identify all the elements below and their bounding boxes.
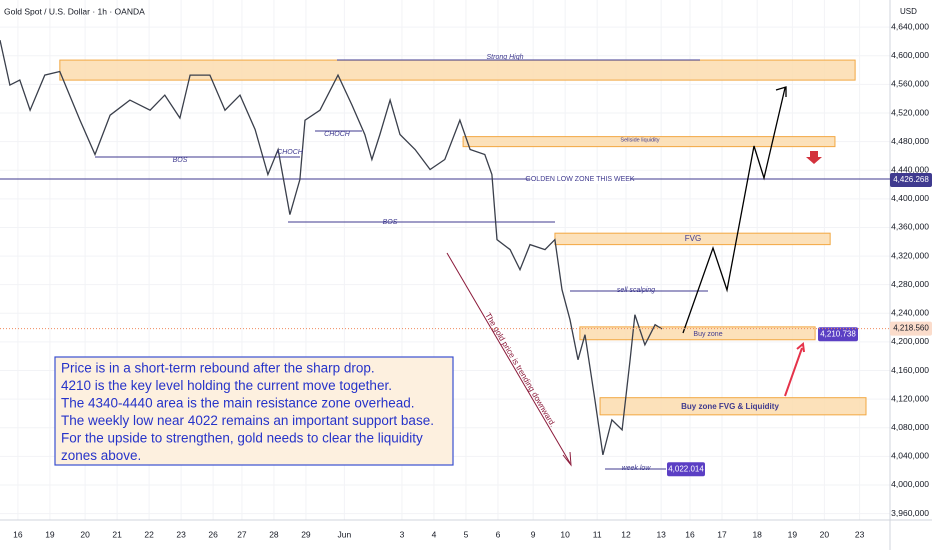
zone: [579, 326, 816, 341]
x-tick-label: 5: [464, 529, 469, 539]
series: [0, 39, 663, 456]
y-tick-label: 4,160,000: [891, 365, 929, 375]
annotation: CHOCH: [324, 131, 351, 138]
note-line: The 4340-4440 area is the main resistanc…: [61, 396, 414, 411]
zones: [59, 59, 867, 416]
red-arrow-down: [806, 151, 822, 164]
y-tick-label: 4,280,000: [891, 279, 929, 289]
note-box: [54, 356, 454, 466]
x-tick-label: 27: [237, 529, 247, 539]
projection-path: [682, 86, 787, 334]
note-line: For the upside to strengthen, gold needs…: [61, 431, 423, 446]
note: Price is in a short-term rebound after t…: [61, 361, 434, 464]
x-tick-label: 4: [432, 529, 437, 539]
y-tick-label: 4,400,000: [891, 193, 929, 203]
y-tick-label: 4,440,000: [891, 164, 929, 174]
price-tag: [890, 321, 932, 336]
trend-arrow-head: [562, 451, 572, 467]
note-line: zones above.: [61, 448, 141, 463]
x-tick-label: 19: [45, 529, 55, 539]
y-tick-label: 3,960,000: [891, 508, 929, 518]
y-tick-label: 4,360,000: [891, 222, 929, 232]
x-tick-label: 11: [593, 529, 602, 539]
annotation: BOS: [383, 219, 398, 226]
x-tick-label: 17: [717, 529, 727, 539]
annotation: BOS: [173, 157, 188, 164]
x-tick-label: 16: [685, 529, 695, 539]
x-tick-label: 23: [176, 529, 186, 539]
annotation: Sellside liquidity: [620, 137, 659, 143]
y-tick-label: 4,320,000: [891, 250, 929, 260]
x-tick-label: 28: [269, 529, 279, 539]
note-line: The weekly low near 4022 remains an impo…: [61, 413, 434, 428]
red-arrow: [784, 342, 805, 397]
x-tick-label: 19: [788, 529, 798, 539]
y-tick-label: 4,520,000: [891, 107, 929, 117]
y-tick-label: 4,240,000: [891, 308, 929, 318]
price-tag: [818, 327, 858, 342]
x-tick-label: 20: [820, 529, 830, 539]
zone: [599, 397, 867, 416]
price-tag-label: 4,218.560: [893, 324, 929, 333]
x-tick-label: 21: [112, 529, 122, 539]
x-tick-label: 16: [13, 529, 23, 539]
y-tick-label: 4,480,000: [891, 136, 929, 146]
trend-arrow: [446, 252, 571, 464]
price-tag-label: 4,210.738: [820, 329, 856, 338]
price-tag: [890, 173, 932, 188]
annotation: CHOCH: [277, 149, 304, 156]
price-tag-label: 4,022.014: [668, 464, 704, 473]
price-tag: [667, 462, 705, 477]
x-tick-label: 6: [496, 529, 501, 539]
x-tick-label: 29: [301, 529, 311, 539]
zone: [59, 59, 856, 81]
x-tick-label: 12: [621, 529, 631, 539]
x-tick-label: 13: [656, 529, 666, 539]
x-tick-label: 23: [855, 529, 865, 539]
unit-label: USD: [900, 7, 917, 16]
y-tick-label: 4,000,000: [891, 479, 929, 489]
y-tick-label: 4,640,000: [891, 21, 929, 31]
price-line: [0, 39, 663, 456]
x-tick-label: 9: [531, 529, 536, 539]
annotation: Buy zone FVG & Liquidity: [681, 402, 779, 411]
y-tick-label: 4,560,000: [891, 79, 929, 89]
annotation-lines: [0, 59, 890, 470]
y-tick-label: 4,200,000: [891, 336, 929, 346]
annotation: sell scalping: [617, 287, 655, 294]
price-tag-label: 4,426.268: [893, 175, 929, 184]
note-line: Price is in a short-term rebound after t…: [61, 361, 375, 376]
x-tick-label: 22: [144, 529, 154, 539]
annotation: FVG: [685, 234, 701, 243]
note-line: 4210 is the key level holding the curren…: [61, 378, 392, 393]
chart-title: Gold Spot / U.S. Dollar · 1h · OANDA: [4, 6, 145, 16]
annotation: week low: [622, 465, 652, 472]
y-tick-label: 4,120,000: [891, 393, 929, 403]
y-tick-label: 4,600,000: [891, 50, 929, 60]
x-tick-label: 26: [208, 529, 218, 539]
annotation: GOLDEN LOW ZONE THIS WEEK: [525, 176, 634, 183]
x-tick-label: 20: [80, 529, 90, 539]
annotation: Buy zone: [693, 331, 722, 338]
zone: [462, 136, 836, 148]
y-tick-label: 4,080,000: [891, 422, 929, 432]
x-tick-label: 18: [752, 529, 762, 539]
label-bg: [530, 174, 630, 184]
x-tick-label: 3: [400, 529, 405, 539]
y-tick-label: 4,040,000: [891, 451, 929, 461]
x-tick-label: 10: [560, 529, 570, 539]
annotation: Strong High: [487, 54, 524, 61]
x-tick-label: Jun: [337, 529, 351, 539]
